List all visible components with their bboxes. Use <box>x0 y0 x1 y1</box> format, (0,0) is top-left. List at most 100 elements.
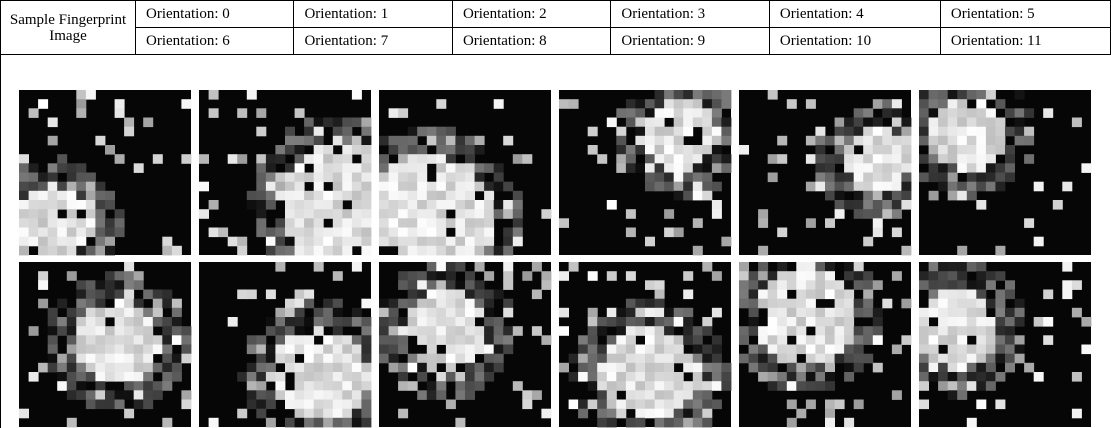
image-pixel <box>446 290 456 300</box>
image-pixel <box>494 317 504 327</box>
image-pixel <box>597 372 607 382</box>
image-pixel <box>333 381 343 391</box>
image-pixel <box>882 154 892 164</box>
image-pixel <box>105 335 115 345</box>
image-pixel <box>702 118 712 128</box>
image-pixel <box>285 191 295 201</box>
image-pixel <box>304 191 314 201</box>
image-pixel <box>1043 290 1053 300</box>
image-pixel <box>417 200 427 210</box>
image-pixel <box>86 173 96 183</box>
image-pixel <box>48 237 58 247</box>
image-pixel <box>76 246 86 256</box>
image-pixel <box>503 299 513 309</box>
image-pixel <box>721 127 731 137</box>
image-pixel <box>721 381 731 391</box>
image-pixel <box>1072 280 1082 290</box>
image-pixel <box>957 390 967 400</box>
image-pixel <box>465 154 475 164</box>
image-pixel <box>436 280 446 290</box>
image-pixel <box>1024 218 1034 228</box>
image-pixel <box>389 363 399 373</box>
image-pixel <box>115 299 125 309</box>
image-pixel <box>304 118 314 128</box>
image-pixel <box>674 335 684 345</box>
image-pixel <box>1005 363 1015 373</box>
image-pixel <box>484 163 494 173</box>
image-pixel <box>825 154 835 164</box>
image-pixel <box>815 326 825 336</box>
image-pixel <box>361 345 371 355</box>
image-pixel <box>398 108 408 118</box>
image-pixel <box>825 218 835 228</box>
image-pixel <box>854 200 864 210</box>
image-pixel <box>455 163 465 173</box>
image-pixel <box>266 154 276 164</box>
image-pixel <box>863 200 873 210</box>
image-pixel <box>995 317 1005 327</box>
image-pixel <box>938 108 948 118</box>
image-pixel <box>635 345 645 355</box>
image-pixel <box>134 345 144 355</box>
image-pixel <box>967 418 977 428</box>
image-pixel <box>929 326 939 336</box>
image-pixel <box>712 372 722 382</box>
image-pixel <box>559 326 569 336</box>
image-pixel <box>806 99 816 109</box>
image-pixel <box>115 108 125 118</box>
image-pixel <box>854 136 864 146</box>
image-pixel <box>1015 108 1025 118</box>
image-pixel <box>323 246 333 256</box>
image-pixel <box>162 354 172 364</box>
image-pixel <box>957 262 967 272</box>
image-pixel <box>844 182 854 192</box>
image-pixel <box>967 108 977 118</box>
image-pixel <box>844 163 854 173</box>
image-pixel <box>417 290 427 300</box>
image-pixel <box>995 145 1005 155</box>
image-pixel <box>522 271 532 281</box>
image-pixel <box>693 118 703 128</box>
image-pixel <box>484 191 494 201</box>
image-pixel <box>333 191 343 201</box>
image-pixel <box>465 237 475 247</box>
image-pixel <box>398 381 408 391</box>
image-pixel <box>626 271 636 281</box>
image-pixel <box>143 354 153 364</box>
image-pixel <box>854 173 864 183</box>
image-pixel <box>105 246 115 256</box>
image-pixel <box>635 381 645 391</box>
image-pixel <box>38 228 48 238</box>
image-pixel <box>38 182 48 192</box>
image-pixel <box>712 381 722 391</box>
image-pixel <box>758 372 768 382</box>
image-pixel <box>693 372 703 382</box>
image-pixel <box>815 381 825 391</box>
image-pixel <box>693 145 703 155</box>
image-pixel <box>408 163 418 173</box>
image-pixel <box>408 136 418 146</box>
image-pixel <box>95 345 105 355</box>
image-pixel <box>768 372 778 382</box>
image-pixel <box>134 372 144 382</box>
image-pixel <box>352 400 362 410</box>
image-pixel <box>247 400 257 410</box>
image-pixel <box>95 372 105 382</box>
image-pixel <box>967 363 977 373</box>
image-pixel <box>645 182 655 192</box>
image-pixel <box>986 145 996 155</box>
image-pixel <box>333 345 343 355</box>
image-pixel <box>948 308 958 318</box>
image-pixel <box>588 317 598 327</box>
image-pixel <box>863 173 873 183</box>
image-pixel <box>389 173 399 183</box>
image-pixel <box>398 317 408 327</box>
image-pixel <box>986 317 996 327</box>
image-pixel <box>275 262 285 272</box>
image-pixel <box>948 390 958 400</box>
image-pixel <box>986 182 996 192</box>
image-pixel <box>559 99 569 109</box>
image-pixel <box>389 209 399 219</box>
image-pixel <box>494 163 504 173</box>
image-pixel <box>408 173 418 183</box>
